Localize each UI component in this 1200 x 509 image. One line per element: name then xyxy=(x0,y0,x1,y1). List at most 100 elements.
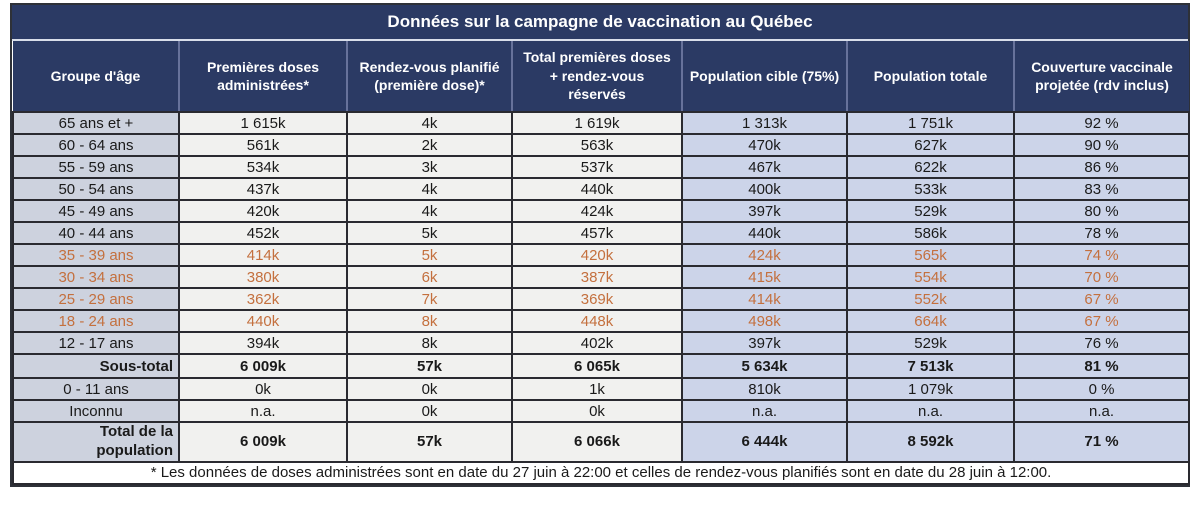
cell: n.a. xyxy=(178,399,348,423)
cell: 6 066k xyxy=(511,421,683,463)
cell: 394k xyxy=(178,331,348,355)
cell: 529k xyxy=(846,331,1015,355)
cell: 537k xyxy=(511,155,683,179)
cell: 664k xyxy=(846,309,1015,333)
cell: 533k xyxy=(846,177,1015,201)
cell: 400k xyxy=(681,177,848,201)
row-label-text: 50 - 54 ans xyxy=(58,180,134,198)
table-row: 25 - 29 ans 362k 7k 369k 414k 552k 67 % xyxy=(12,287,1190,311)
cell: 414k xyxy=(681,287,848,311)
cell: 1 751k xyxy=(846,111,1015,135)
cell: 554k xyxy=(846,265,1015,289)
table-row: 30 - 34 ans 380k 6k 387k 415k 554k 70 % xyxy=(12,265,1190,289)
row-label-text: 45 - 49 ans xyxy=(58,202,134,220)
cell: 415k xyxy=(681,265,848,289)
cell: 1 313k xyxy=(681,111,848,135)
table-header: Groupe d'âge Premières doses administrées… xyxy=(13,41,1189,113)
table-row: 45 - 49 ans 420k 4k 424k 397k 529k 80 % xyxy=(12,199,1190,223)
footnote-row: * Les données de doses administrées sont… xyxy=(12,460,1190,485)
cell: 78 % xyxy=(1013,221,1190,245)
cell: n.a. xyxy=(1013,399,1190,423)
cell: 1 615k xyxy=(178,111,348,135)
cell: 8k xyxy=(346,309,513,333)
row-label: 45 - 49 ans xyxy=(12,199,180,223)
cell: 0k xyxy=(346,399,513,423)
table-row: Total de la population 6 009k 57k 6 066k 6 4… xyxy=(12,421,1190,463)
cell: 470k xyxy=(681,133,848,157)
cell: 7 513k xyxy=(846,353,1015,379)
cell: 565k xyxy=(846,243,1015,267)
cell: 6 009k xyxy=(178,421,348,463)
cell: 5 634k xyxy=(681,353,848,379)
cell: 90 % xyxy=(1013,133,1190,157)
cell: 627k xyxy=(846,133,1015,157)
cell: 92 % xyxy=(1013,111,1190,135)
cell: 414k xyxy=(178,243,348,267)
cell: 57k xyxy=(346,353,513,379)
cell: 6 009k xyxy=(178,353,348,379)
cell: 7k xyxy=(346,287,513,311)
row-label: 50 - 54 ans xyxy=(12,177,180,201)
row-label-text: 40 - 44 ans xyxy=(58,224,134,242)
cell: 448k xyxy=(511,309,683,333)
cell: 4k xyxy=(346,111,513,135)
cell: 380k xyxy=(178,265,348,289)
row-label-text: Total de la population xyxy=(96,423,173,459)
cell: 424k xyxy=(511,199,683,223)
row-label: 65 ans et + xyxy=(12,111,180,135)
row-label: 55 - 59 ans xyxy=(12,155,180,179)
cell: 622k xyxy=(846,155,1015,179)
cell: 5k xyxy=(346,243,513,267)
cell: 440k xyxy=(681,221,848,245)
cell: 4k xyxy=(346,177,513,201)
table-row: 50 - 54 ans 437k 4k 440k 400k 533k 83 % xyxy=(12,177,1190,201)
column-header-2: Rendez-vous planifié (première dose)* xyxy=(346,41,512,113)
cell: 552k xyxy=(846,287,1015,311)
row-label: 0 - 11 ans xyxy=(12,377,180,401)
cell: 3k xyxy=(346,155,513,179)
cell: 57k xyxy=(346,421,513,463)
cell: 467k xyxy=(681,155,848,179)
row-label: 25 - 29 ans xyxy=(12,287,180,311)
row-label-text: 12 - 17 ans xyxy=(58,334,134,352)
row-label: Total de la population xyxy=(12,421,180,463)
cell: 0k xyxy=(511,399,683,423)
cell: 561k xyxy=(178,133,348,157)
cell: 5k xyxy=(346,221,513,245)
cell: n.a. xyxy=(846,399,1015,423)
cell: 74 % xyxy=(1013,243,1190,267)
cell: 0 % xyxy=(1013,377,1190,401)
cell: 1 619k xyxy=(511,111,683,135)
row-label-text: 35 - 39 ans xyxy=(58,246,134,264)
row-label-text: 55 - 59 ans xyxy=(58,158,134,176)
cell: 6 065k xyxy=(511,353,683,379)
cell: 440k xyxy=(178,309,348,333)
table-row: Inconnu n.a. 0k 0k n.a. n.a. n.a. xyxy=(12,399,1190,423)
table-row: 35 - 39 ans 414k 5k 420k 424k 565k 74 % xyxy=(12,243,1190,267)
cell: 452k xyxy=(178,221,348,245)
table-row: 18 - 24 ans 440k 8k 448k 498k 664k 67 % xyxy=(12,309,1190,333)
table-row: 55 - 59 ans 534k 3k 537k 467k 622k 86 % xyxy=(12,155,1190,179)
column-header-5: Population totale xyxy=(846,41,1014,113)
vaccination-data-table: Données sur la campagne de vaccination a… xyxy=(10,3,1190,487)
row-label: Sous-total xyxy=(12,353,180,379)
row-label: 60 - 64 ans xyxy=(12,133,180,157)
cell: 83 % xyxy=(1013,177,1190,201)
cell: 397k xyxy=(681,331,848,355)
cell: 534k xyxy=(178,155,348,179)
cell: 4k xyxy=(346,199,513,223)
row-label-text: 60 - 64 ans xyxy=(58,136,134,154)
column-header-0: Groupe d'âge xyxy=(13,41,179,113)
table-row: 65 ans et + 1 615k 4k 1 619k 1 313k 1 751k 92 … xyxy=(12,111,1190,135)
cell: 0k xyxy=(178,377,348,401)
row-label-text: 65 ans et + xyxy=(58,114,134,132)
cell: 81 % xyxy=(1013,353,1190,379)
cell: 397k xyxy=(681,199,848,223)
row-label-text: Sous-total xyxy=(99,357,173,375)
cell: 8k xyxy=(346,331,513,355)
cell: 498k xyxy=(681,309,848,333)
row-label: Inconnu xyxy=(12,399,180,423)
table-footer: * Les données de doses administrées sont… xyxy=(12,460,1190,485)
row-label-text: 30 - 34 ans xyxy=(58,268,134,286)
